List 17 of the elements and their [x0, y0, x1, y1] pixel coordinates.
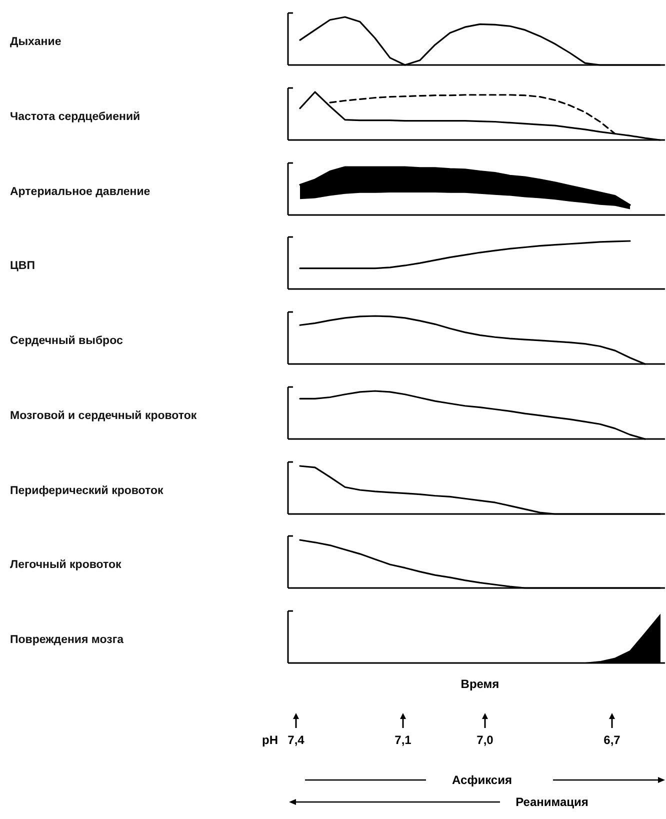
text: 7,4 [288, 733, 305, 747]
text: Реанимация [516, 795, 588, 809]
text: pH [262, 733, 278, 747]
y-axis-title: ЦВП [10, 260, 35, 272]
y-axis-title: Повреждения мозга [10, 634, 124, 646]
y-axis-title: Частота сердцебиений [10, 110, 140, 123]
text: 7,0 [476, 733, 494, 747]
text: 6,7 [604, 733, 621, 747]
text: 7,1 [394, 733, 412, 747]
text: Асфиксия [452, 773, 512, 787]
y-axis-title: Периферический кровоток [10, 484, 164, 496]
y-axis-title: Мозговой и сердечный кровоток [10, 410, 197, 422]
y-axis-title: Легочный кровоток [10, 559, 122, 572]
x-axis-title: Время [460, 677, 500, 691]
y-axis-title: Артериальное давление [10, 186, 150, 198]
y-axis-title: Дыхание [10, 36, 62, 48]
y-axis-title: Сердечный выброс [10, 335, 124, 347]
